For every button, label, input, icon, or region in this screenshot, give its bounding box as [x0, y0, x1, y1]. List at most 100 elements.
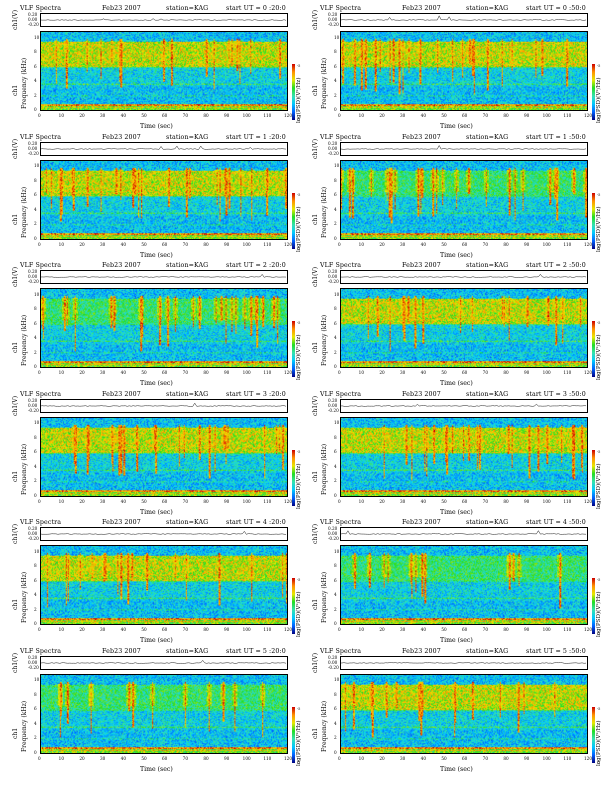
line-y-tick: -0.20 [28, 407, 39, 413]
x-tick: 90 [524, 241, 530, 247]
freq-y-tick: 2 [334, 349, 337, 355]
x-tick: 10 [358, 755, 364, 761]
x-tick: 20 [379, 241, 385, 247]
line-y-tick: -0.20 [328, 150, 339, 156]
x-tick: 30 [100, 498, 106, 504]
panel-date: Feb23 2007 [102, 519, 141, 526]
x-tick: 70 [182, 370, 188, 375]
spectrogram-y-label-ch: ch1 [312, 213, 319, 225]
colorbar-label: log(PSD)(V²/Hz) [296, 205, 302, 252]
x-tick: 30 [400, 755, 406, 761]
spectrogram-y-label-ch: ch1 [12, 84, 19, 96]
x-axis-label: Time (sec) [440, 508, 473, 516]
x-tick: 30 [100, 370, 106, 375]
spectrogram-canvas [41, 417, 287, 496]
x-tick: 80 [203, 113, 209, 118]
x-axis-label: Time (sec) [140, 251, 173, 259]
ut-label: start UT = [526, 262, 561, 269]
spectrogram-plot [340, 545, 588, 625]
waveform-plot [40, 655, 288, 670]
spectrogram-canvas [341, 289, 587, 367]
ut-value: 1 :50:0 [562, 133, 586, 141]
colorbar-tick: -7 [597, 118, 601, 122]
colorbar-label: log(PSD)(V²/Hz) [296, 77, 302, 123]
x-axis-label: Time (sec) [440, 380, 473, 387]
ut-value: 5 :50:0 [562, 647, 586, 655]
spectrogram-plot [40, 416, 288, 497]
x-tick: 20 [379, 627, 385, 632]
panel-station: station=KAG [466, 519, 509, 526]
panel-start-ut: start UT = 1 :20:0 [226, 134, 286, 141]
x-tick: 80 [203, 498, 209, 504]
x-tick: 90 [524, 627, 530, 632]
x-tick: 120 [284, 755, 292, 761]
freq-y-tick: 2 [34, 735, 37, 740]
waveform-line [41, 145, 287, 150]
freq-y-tick: 6 [334, 320, 337, 326]
x-tick: 70 [482, 498, 488, 504]
waveform-y-label: ch1(V) [312, 138, 319, 159]
x-tick: 70 [482, 627, 488, 632]
spectrogram-y-label-ch: ch1 [312, 470, 319, 482]
freq-y-tick: 2 [334, 92, 337, 98]
colorbar-tick: -5 [597, 706, 601, 711]
spectrogram-canvas [41, 160, 287, 239]
freq-y-tick: 4 [34, 592, 37, 597]
waveform-line [341, 530, 587, 535]
colorbar [592, 64, 595, 120]
spectrogram-plot [40, 545, 288, 625]
x-tick: 40 [420, 370, 426, 375]
x-tick: 90 [224, 113, 230, 118]
spectrogram-canvas [341, 674, 587, 753]
spectrogram-y-label-freq: Frequency (kHz) [21, 700, 28, 752]
freq-y-tick: 4 [334, 206, 337, 212]
colorbar [592, 578, 595, 634]
x-tick: 0 [38, 627, 41, 632]
x-tick: 20 [79, 241, 85, 247]
spectrogram-panel: VLF Spectra Feb23 2007 station=KAG start UT… [10, 518, 310, 646]
panel-start-ut: start UT = 4 :50:0 [526, 519, 586, 526]
freq-y-tick: 6 [34, 192, 37, 197]
spectrogram-canvas [41, 32, 287, 110]
waveform-y-label: ch1(V) [12, 138, 19, 159]
spectrogram-y-label-ch: ch1 [12, 598, 19, 610]
x-tick: 60 [462, 113, 468, 118]
spectrogram-panel: VLF Spectra Feb23 2007 station=KAG start UT… [310, 518, 610, 646]
panel-date: Feb23 2007 [402, 5, 441, 12]
x-tick: 100 [242, 113, 251, 118]
x-tick: 40 [120, 370, 126, 375]
colorbar-tick: -5 [597, 192, 601, 197]
waveform-plot [40, 141, 288, 156]
line-y-tick: 0.00 [328, 145, 338, 151]
colorbar-label: log(PSD)(V²/Hz) [296, 591, 302, 637]
ut-label: start UT = [526, 133, 561, 141]
panel-station: station=KAG [466, 390, 509, 398]
x-tick: 50 [141, 627, 147, 632]
x-tick: 30 [400, 370, 406, 375]
x-tick: 10 [358, 113, 364, 118]
x-tick: 60 [162, 370, 168, 375]
x-tick: 120 [284, 241, 292, 247]
x-tick: 70 [182, 113, 188, 118]
x-tick: 100 [542, 113, 551, 118]
freq-y-tick: 6 [34, 320, 37, 326]
spectrogram-panel: VLF Spectra Feb23 2007 station=KAG start UT… [10, 647, 310, 775]
waveform-svg [41, 659, 287, 664]
x-tick: 20 [379, 370, 385, 375]
colorbar-tick: -7 [297, 632, 301, 636]
line-y-tick: 0.00 [28, 402, 38, 408]
freq-y-tick: 0 [34, 107, 37, 112]
line-y-tick: 0.20 [328, 654, 338, 660]
panel-station: station=KAG [466, 133, 509, 141]
spectrogram-y-label-ch: ch1 [12, 727, 19, 739]
x-tick: 60 [162, 755, 168, 761]
x-tick: 50 [441, 498, 447, 504]
waveform-svg [341, 15, 587, 21]
freq-y-tick: 8 [334, 563, 337, 568]
x-tick: 0 [38, 241, 41, 247]
x-tick: 10 [58, 113, 64, 118]
ut-label: start UT = [226, 262, 261, 269]
panel-date: Feb23 2007 [102, 262, 141, 269]
ut-value: 1 :20:0 [262, 133, 286, 141]
line-y-tick: 0.00 [28, 659, 38, 665]
